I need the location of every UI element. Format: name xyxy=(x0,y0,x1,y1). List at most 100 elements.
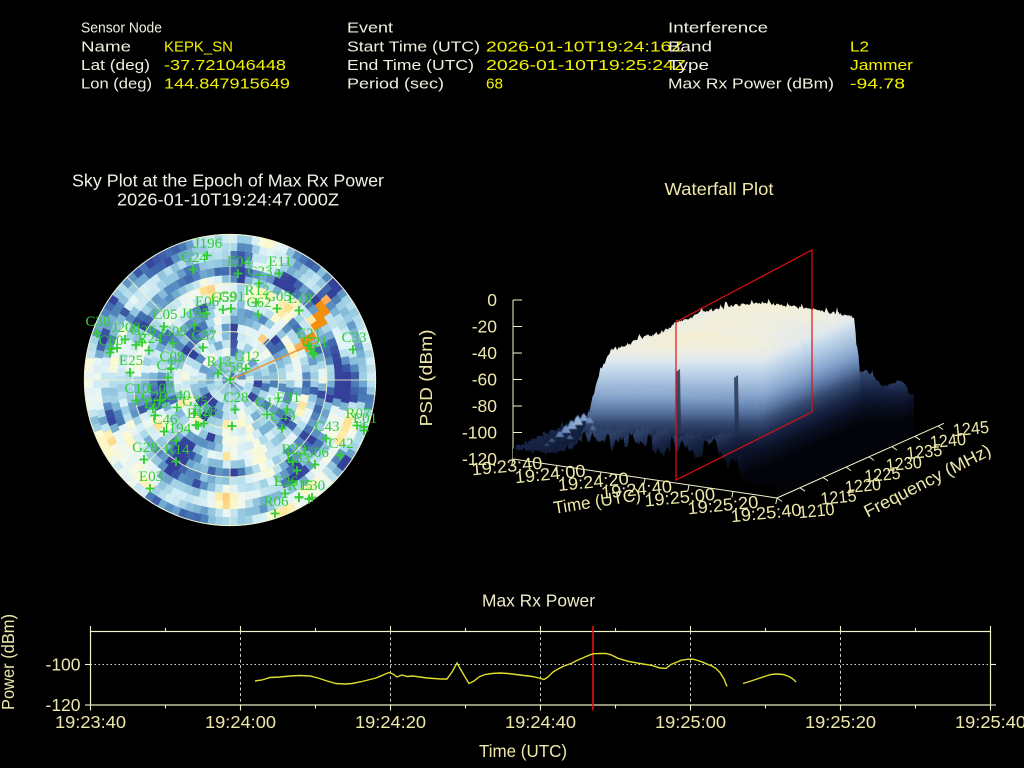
svg-text:1230: 1230 xyxy=(885,452,923,475)
svg-text:E25: E25 xyxy=(119,353,143,369)
svg-text:Lon (deg): Lon (deg) xyxy=(81,77,152,93)
svg-text:-37.721046448: -37.721046448 xyxy=(164,58,286,74)
svg-text:C09: C09 xyxy=(159,349,184,365)
svg-text:E10: E10 xyxy=(288,291,312,307)
svg-text:2026-01-10T19:25:24Z: 2026-01-10T19:25:24Z xyxy=(486,58,686,74)
svg-text:2026-01-10T19:24:16Z: 2026-01-10T19:24:16Z xyxy=(486,40,683,56)
svg-text:1235: 1235 xyxy=(905,440,943,463)
svg-text:1240: 1240 xyxy=(929,429,967,452)
svg-text:-40: -40 xyxy=(472,343,498,363)
svg-text:G17: G17 xyxy=(255,395,281,411)
svg-text:-100: -100 xyxy=(462,423,497,443)
svg-text:R14: R14 xyxy=(164,442,190,458)
svg-text:-20: -20 xyxy=(472,317,498,337)
svg-text:Lat (deg): Lat (deg) xyxy=(81,58,150,74)
svg-text:E18: E18 xyxy=(187,406,211,422)
svg-text:C40: C40 xyxy=(165,388,190,404)
svg-text:E21: E21 xyxy=(297,326,321,342)
svg-text:C49: C49 xyxy=(270,409,295,425)
svg-text:G91: G91 xyxy=(219,289,245,305)
svg-text:-120: -120 xyxy=(462,449,497,469)
svg-text:G25: G25 xyxy=(182,394,208,410)
svg-text:C42: C42 xyxy=(328,436,353,452)
svg-text:E28: E28 xyxy=(193,404,217,420)
svg-text:E01: E01 xyxy=(353,411,377,427)
svg-text:2026-01-10T19:24:47.000Z: 2026-01-10T19:24:47.000Z xyxy=(117,190,339,210)
svg-text:Jammer: Jammer xyxy=(850,58,913,74)
svg-text:KEPK_SN: KEPK_SN xyxy=(164,40,233,56)
svg-text:C05: C05 xyxy=(152,307,177,323)
svg-text:Start Time (UTC): Start Time (UTC) xyxy=(347,40,480,56)
svg-text:End Time (UTC): End Time (UTC) xyxy=(347,58,474,74)
svg-text:1210: 1210 xyxy=(798,499,836,522)
svg-text:C43: C43 xyxy=(314,419,339,435)
svg-text:1215: 1215 xyxy=(820,485,858,508)
svg-text:R24: R24 xyxy=(137,331,163,347)
svg-text:PSD (dBm): PSD (dBm) xyxy=(416,330,436,427)
svg-text:Power (dBm): Power (dBm) xyxy=(0,614,18,710)
svg-text:E30: E30 xyxy=(301,478,325,494)
svg-text:Sky Plot at the Epoch of Max R: Sky Plot at the Epoch of Max Rx Power xyxy=(72,171,384,191)
svg-text:-94.78: -94.78 xyxy=(850,77,905,93)
svg-text:Time (UTC): Time (UTC) xyxy=(479,741,567,761)
svg-text:C23: C23 xyxy=(247,264,272,280)
svg-text:19:25:20: 19:25:20 xyxy=(805,712,876,732)
svg-text:R07: R07 xyxy=(345,406,371,422)
svg-text:-100: -100 xyxy=(46,655,81,675)
svg-text:Name: Name xyxy=(81,40,131,56)
svg-text:R13: R13 xyxy=(206,354,231,370)
svg-text:19:24:40: 19:24:40 xyxy=(505,712,576,732)
svg-text:G05: G05 xyxy=(265,289,291,305)
svg-text:C33: C33 xyxy=(341,330,366,346)
svg-text:C28: C28 xyxy=(223,390,248,406)
svg-text:G24: G24 xyxy=(181,250,207,266)
svg-text:19:25:00: 19:25:00 xyxy=(655,712,726,732)
svg-text:G26: G26 xyxy=(130,323,156,339)
svg-text:Max Rx Power (dBm): Max Rx Power (dBm) xyxy=(668,77,834,93)
svg-text:G09: G09 xyxy=(161,324,187,340)
svg-text:C07: C07 xyxy=(148,381,174,397)
svg-text:G29: G29 xyxy=(141,389,167,405)
svg-text:Interference: Interference xyxy=(668,21,768,37)
svg-text:E11: E11 xyxy=(268,254,292,270)
svg-text:1220: 1220 xyxy=(844,474,882,497)
svg-text:19:25:40: 19:25:40 xyxy=(955,712,1024,732)
svg-text:Band: Band xyxy=(668,40,712,56)
svg-text:C27: C27 xyxy=(156,358,182,374)
svg-text:G06: G06 xyxy=(303,445,329,461)
svg-text:19:23:40: 19:23:40 xyxy=(55,712,126,732)
svg-text:G59: G59 xyxy=(211,290,237,306)
svg-text:144.847915649: 144.847915649 xyxy=(164,77,290,93)
svg-text:E06: E06 xyxy=(195,294,220,310)
svg-text:-80: -80 xyxy=(472,396,498,416)
svg-text:R12: R12 xyxy=(244,283,269,299)
svg-text:G28: G28 xyxy=(132,440,158,456)
svg-text:Waterfall Plot: Waterfall Plot xyxy=(665,179,774,199)
svg-text:19:24:20: 19:24:20 xyxy=(355,712,426,732)
svg-text:1225: 1225 xyxy=(864,463,902,486)
svg-text:R06: R06 xyxy=(263,494,289,510)
svg-text:-120: -120 xyxy=(46,695,81,715)
svg-text:L2: L2 xyxy=(850,40,869,56)
svg-text:19:24:00: 19:24:00 xyxy=(205,712,276,732)
svg-text:E05: E05 xyxy=(144,396,168,412)
svg-text:E04: E04 xyxy=(227,254,252,270)
svg-text:J194: J194 xyxy=(163,421,192,437)
svg-text:E33: E33 xyxy=(286,451,310,467)
svg-text:J200: J200 xyxy=(112,320,140,336)
svg-text:Sensor Node: Sensor Node xyxy=(81,21,162,37)
svg-text:C30: C30 xyxy=(85,314,110,330)
svg-text:E31: E31 xyxy=(276,390,300,406)
svg-text:R15: R15 xyxy=(287,478,312,494)
svg-text:G21: G21 xyxy=(302,335,328,351)
svg-text:C46: C46 xyxy=(152,412,178,428)
svg-text:E26: E26 xyxy=(274,474,299,490)
svg-text:-60: -60 xyxy=(472,370,498,390)
svg-text:68: 68 xyxy=(486,77,503,93)
svg-text:Type: Type xyxy=(668,58,709,74)
svg-text:C10: C10 xyxy=(124,381,149,397)
svg-text:R22: R22 xyxy=(281,442,306,458)
svg-text:0: 0 xyxy=(487,290,497,310)
svg-text:G12: G12 xyxy=(234,349,260,365)
svg-text:C58: C58 xyxy=(218,360,243,376)
